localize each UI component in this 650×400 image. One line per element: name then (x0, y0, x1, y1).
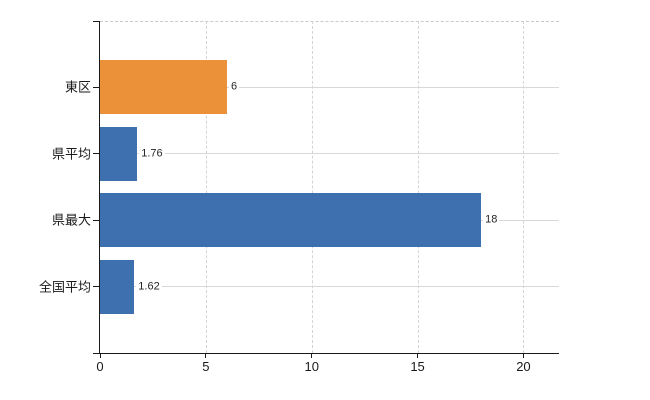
y-axis-tick (93, 153, 99, 155)
value-label: 18 (483, 213, 500, 227)
y-axis-tick (93, 286, 99, 288)
x-tick-label: 15 (410, 359, 425, 374)
x-axis-tick (205, 353, 207, 358)
x-axis-tick (99, 353, 101, 358)
x-tick-label: 0 (96, 359, 104, 374)
category-label: 東区 (64, 79, 91, 95)
x-axis-tick (522, 353, 524, 358)
horizontal-gridline (100, 153, 559, 155)
y-axis-tick (93, 352, 99, 354)
bar-県最大 (100, 193, 482, 248)
x-tick-label: 10 (304, 359, 319, 374)
horizontal-gridline (100, 286, 559, 288)
y-axis-tick (93, 20, 99, 22)
y-axis-tick (93, 219, 99, 221)
value-label: 6 (229, 80, 240, 94)
bar-東区 (100, 60, 228, 115)
vertical-gridline (523, 21, 525, 353)
value-label: 1.62 (136, 280, 162, 294)
category-label: 県平均 (51, 146, 91, 162)
bar-県平均 (100, 126, 138, 181)
vertical-gridline (311, 21, 313, 353)
plot-area: 6 1.76 18 1.62 (100, 21, 559, 353)
horizontal-gridline (100, 86, 559, 88)
y-axis-line (99, 21, 100, 353)
plot-top-border (100, 21, 559, 22)
x-axis-line (99, 353, 559, 354)
x-axis-tick (417, 353, 419, 358)
x-tick-label: 20 (516, 359, 531, 374)
y-axis-tick (93, 86, 99, 88)
category-label: 県最大 (51, 212, 91, 228)
category-label: 全国平均 (38, 279, 91, 295)
x-tick-label: 5 (202, 359, 210, 374)
x-axis-tick (311, 353, 313, 358)
vertical-gridline (205, 21, 207, 353)
bar-全国平均 (100, 259, 135, 314)
value-label: 1.76 (139, 147, 165, 161)
vertical-gridline (417, 21, 419, 353)
